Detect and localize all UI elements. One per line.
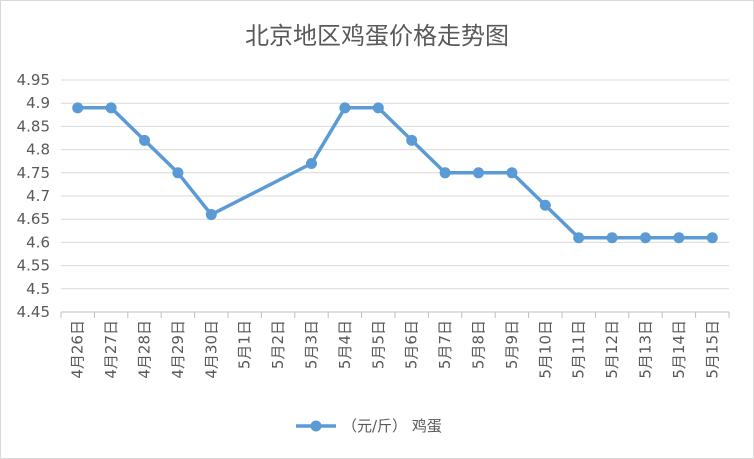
y-tick-label: 4.45: [17, 303, 50, 321]
y-tick-label: 4.75: [17, 164, 50, 182]
data-point: [105, 102, 117, 114]
x-tick-label: 4月26日: [69, 320, 87, 379]
x-tick-label: 5月14日: [670, 320, 688, 379]
x-axis: [60, 311, 730, 318]
y-tick-label: 4.95: [17, 71, 50, 89]
y-axis-ticks: 4.45 4.5 4.55 4.6 4.65 4.7 4.75 4.8 4.85 4.9 4.95: [17, 71, 50, 321]
y-tick-label: 4.65: [17, 210, 50, 228]
x-axis-ticks: 4月26日 4月27日 4月28日 4月29日 4月30日 5月1日 5月2日 5月3日 5月4…: [69, 320, 722, 379]
data-point: [172, 167, 184, 179]
x-tick-label: 5月6日: [403, 320, 421, 369]
data-point: [205, 209, 217, 221]
series-line: [75, 106, 715, 240]
x-tick-label: 5月12日: [603, 320, 621, 379]
chart-title: 北京地区鸡蛋价格走势图: [245, 22, 509, 50]
legend-label: （元/斤） 鸡蛋: [342, 417, 442, 435]
data-point: [406, 134, 418, 146]
y-tick-label: 4.9: [26, 94, 50, 112]
x-tick-label: 4月30日: [202, 320, 220, 379]
data-point: [306, 158, 317, 170]
y-tick-label: 4.5: [26, 280, 50, 298]
y-tick-label: 4.7: [26, 187, 50, 205]
x-tick-label: 5月1日: [236, 320, 254, 369]
data-point: [606, 232, 618, 244]
legend-point-marker: [310, 420, 322, 432]
x-tick-label: 5月13日: [637, 320, 655, 379]
data-point: [72, 102, 84, 114]
data-point: [706, 232, 718, 244]
data-point: [573, 232, 585, 244]
data-point: [473, 167, 484, 179]
data-point: [139, 134, 150, 146]
data-point: [339, 102, 351, 114]
series-layer: [72, 102, 718, 244]
x-tick-label: 5月11日: [570, 320, 588, 379]
x-tick-label: 5月8日: [470, 320, 488, 369]
y-tick-label: 4.85: [17, 117, 50, 135]
x-tick-label: 5月2日: [269, 320, 287, 369]
x-tick-label: 5月5日: [369, 320, 387, 369]
gridlines: [61, 79, 729, 313]
x-tick-label: 5月3日: [303, 320, 321, 369]
y-tick-label: 4.55: [17, 257, 50, 275]
data-point: [640, 232, 651, 244]
data-point: [506, 167, 518, 179]
x-tick-label: 4月29日: [169, 320, 187, 379]
x-tick-label: 4月28日: [136, 320, 154, 379]
x-tick-label: 5月9日: [503, 320, 521, 369]
x-tick-label: 5月15日: [703, 320, 721, 379]
x-tick-label: 4月27日: [102, 320, 120, 379]
y-tick-label: 4.6: [26, 233, 50, 251]
x-tick-label: 5月10日: [536, 320, 554, 379]
y-tick-label: 4.8: [26, 141, 50, 159]
legend: （元/斤） 鸡蛋: [296, 417, 442, 435]
x-tick-label: 5月4日: [336, 320, 354, 369]
data-point: [539, 199, 551, 211]
data-point: [673, 232, 685, 244]
x-tick-label: 5月7日: [436, 320, 454, 369]
data-point: [372, 102, 384, 114]
data-point: [439, 167, 451, 179]
